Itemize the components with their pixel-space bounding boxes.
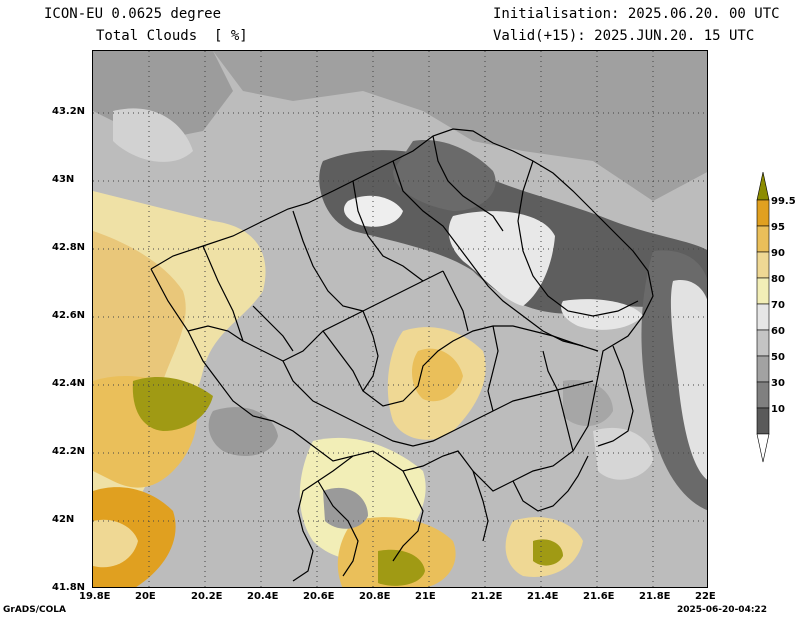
y-tick-label: 43.2N: [52, 106, 86, 117]
y-tick-label: 41.8N: [52, 582, 86, 593]
color-legend: 99.5 95 90 80 70 60 50 30 10: [756, 172, 796, 463]
legend-swatch: [756, 355, 770, 383]
legend-swatch: [756, 381, 770, 409]
legend-swatch: [756, 225, 770, 253]
map-canvas: [93, 51, 707, 587]
y-tick-label: 42.2N: [52, 446, 86, 457]
legend-label: 95: [771, 222, 785, 233]
x-tick-label: 21E: [415, 591, 436, 602]
x-tick-label: 19.8E: [79, 591, 111, 602]
cloud-field: [93, 51, 707, 587]
legend-swatch: [756, 251, 770, 279]
cloud-cover-map: [92, 50, 708, 588]
y-tick-label: 42.4N: [52, 378, 86, 389]
x-tick-label: 20.4E: [247, 591, 279, 602]
x-tick-label: 20E: [135, 591, 156, 602]
legend-label: 99.5: [771, 196, 796, 207]
y-tick-label: 42.6N: [52, 310, 86, 321]
x-tick-label: 21.4E: [527, 591, 559, 602]
legend-label: 50: [771, 352, 785, 363]
x-tick-label: 20.2E: [191, 591, 223, 602]
legend-swatch: [756, 407, 770, 435]
legend-swatch-bottom: [756, 433, 770, 463]
init-time: Initialisation: 2025.06.20. 00 UTC: [493, 6, 780, 22]
x-tick-label: 21.8E: [639, 591, 671, 602]
x-tick-label: 22E: [695, 591, 716, 602]
legend-label: 80: [771, 274, 785, 285]
variable-title: Total Clouds [ %]: [96, 28, 248, 44]
timestamp-label: 2025-06-20-04:22: [677, 605, 767, 615]
legend-swatch: [756, 329, 770, 357]
legend-swatch: [756, 277, 770, 305]
model-title: ICON-EU 0.0625 degree: [44, 6, 222, 22]
legend-label: 60: [771, 326, 785, 337]
legend-label: 30: [771, 378, 785, 389]
legend-swatch-top: [756, 172, 770, 201]
valid-time: Valid(+15): 2025.JUN.20. 15 UTC: [493, 28, 755, 44]
x-tick-label: 21.6E: [583, 591, 615, 602]
legend-label: 70: [771, 300, 785, 311]
y-tick-label: 42.8N: [52, 242, 86, 253]
y-tick-label: 42N: [52, 514, 75, 525]
legend-swatch: [756, 303, 770, 331]
x-tick-label: 21.2E: [471, 591, 503, 602]
legend-label: 90: [771, 248, 785, 259]
borders: [150, 128, 654, 582]
x-tick-label: 20.8E: [359, 591, 391, 602]
credit-label: GrADS/COLA: [3, 605, 66, 615]
x-tick-label: 20.6E: [303, 591, 335, 602]
y-tick-label: 43N: [52, 174, 75, 185]
legend-swatch: [756, 199, 770, 227]
legend-label: 10: [771, 404, 785, 415]
